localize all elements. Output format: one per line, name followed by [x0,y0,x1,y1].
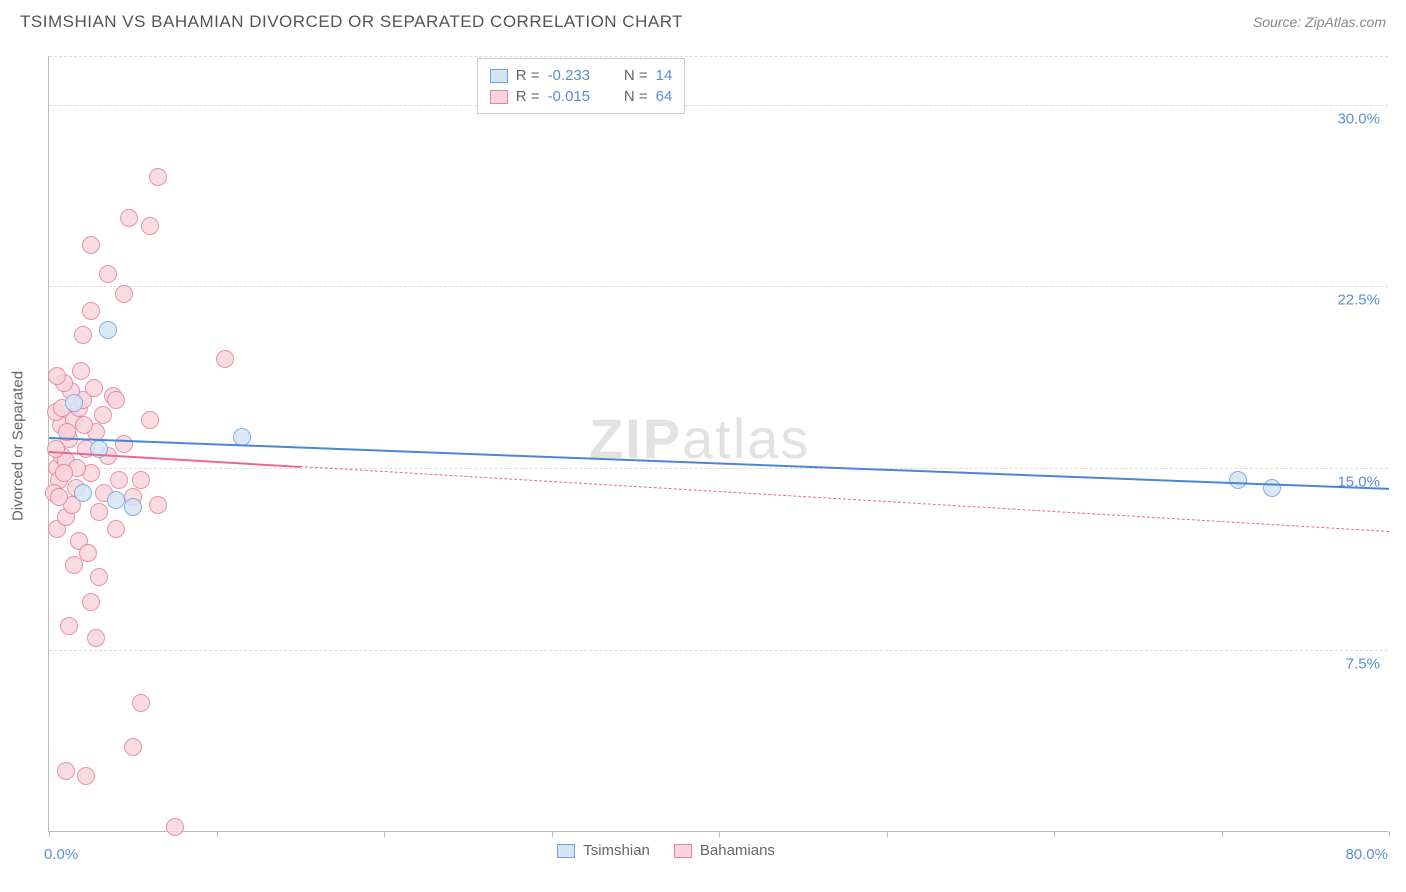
x-tick [1222,831,1223,837]
gridline [49,56,1388,57]
data-point [1229,471,1247,489]
data-point [107,520,125,538]
data-point [74,484,92,502]
data-point [50,488,68,506]
legend-label: Tsimshian [583,842,650,859]
data-point [115,285,133,303]
data-point [82,236,100,254]
legend-swatch [674,844,692,858]
legend-row: R = -0.015 N = 64 [490,86,673,107]
legend-swatch [490,69,508,83]
data-point [65,556,83,574]
chart-title: TSIMSHIAN VS BAHAMIAN DIVORCED OR SEPARA… [20,12,683,32]
data-point [124,738,142,756]
y-axis-title: Divorced or Separated [10,371,27,521]
data-point [75,416,93,434]
gridline [49,286,1388,287]
gridline [49,650,1388,651]
data-point [124,498,142,516]
data-point [90,568,108,586]
data-point [57,762,75,780]
chart-source: Source: ZipAtlas.com [1253,14,1386,30]
y-tick-label: 22.5% [1337,292,1380,309]
data-point [65,394,83,412]
x-tick [49,831,50,837]
data-point [99,321,117,339]
legend-label: Bahamians [700,842,775,859]
y-tick-label: 30.0% [1337,110,1380,127]
legend-swatch [557,844,575,858]
data-point [72,362,90,380]
x-tick [719,831,720,837]
legend-item: Bahamians [674,842,775,859]
gridline [49,468,1388,469]
data-point [87,629,105,647]
series-legend: Tsimshian Bahamians [557,842,775,859]
chart-header: TSIMSHIAN VS BAHAMIAN DIVORCED OR SEPARA… [0,0,1406,40]
correlation-legend: R = -0.233 N = 14R = -0.015 N = 64 [477,58,686,114]
data-point [166,818,184,836]
y-tick-label: 7.5% [1346,656,1380,673]
data-point [233,428,251,446]
data-point [115,435,133,453]
data-point [107,391,125,409]
data-point [77,767,95,785]
x-tick [887,831,888,837]
legend-swatch [490,90,508,104]
data-point [1263,479,1281,497]
data-point [60,617,78,635]
x-axis-max-label: 80.0% [1345,846,1388,863]
legend-row: R = -0.233 N = 14 [490,65,673,86]
data-point [110,471,128,489]
x-tick [1389,831,1390,837]
data-point [141,411,159,429]
data-point [216,350,234,368]
x-tick [552,831,553,837]
data-point [55,464,73,482]
data-point [47,440,65,458]
legend-item: Tsimshian [557,842,650,859]
data-point [90,503,108,521]
data-point [120,209,138,227]
data-point [149,496,167,514]
data-point [141,217,159,235]
data-point [99,265,117,283]
gridline [49,105,1388,106]
data-point [82,302,100,320]
data-point [132,471,150,489]
x-tick [1054,831,1055,837]
data-point [82,593,100,611]
data-point [74,326,92,344]
x-tick [384,831,385,837]
data-point [107,491,125,509]
data-point [149,168,167,186]
data-point [85,379,103,397]
x-axis-min-label: 0.0% [44,846,78,863]
chart-plot-area: ZIPatlas 7.5%15.0%22.5%30.0% [48,56,1388,832]
data-point [132,694,150,712]
x-tick [217,831,218,837]
data-point [48,367,66,385]
data-point [94,406,112,424]
trend-line [300,466,1389,532]
